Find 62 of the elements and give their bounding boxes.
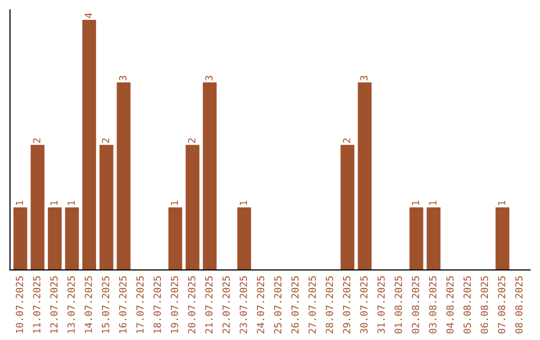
- x-tick-label: 22.07.2025: [222, 276, 230, 334]
- x-tick-label: 27.07.2025: [308, 276, 316, 334]
- data-label: 3: [205, 76, 213, 80]
- x-tick-label: 20.07.2025: [188, 276, 196, 334]
- x-tick-label: 19.07.2025: [170, 276, 178, 333]
- x-tick-label: 31.07.2025: [377, 276, 385, 334]
- data-label: 1: [429, 200, 436, 205]
- bar: [82, 20, 96, 270]
- x-tick-label: 25.07.2025: [274, 276, 282, 334]
- bar: [340, 144, 354, 270]
- x-tick-label: 02.08.2025: [412, 276, 420, 334]
- data-label: 2: [102, 138, 110, 143]
- bar: [237, 207, 252, 270]
- bar: [358, 82, 372, 270]
- x-tick-label: 07.08.2025: [498, 276, 506, 334]
- x-tick-label: 24.07.2025: [256, 276, 264, 334]
- data-label: 1: [50, 200, 58, 205]
- data-label: 1: [498, 200, 506, 205]
- data-label: 2: [188, 138, 196, 143]
- x-tick-label: 30.07.2025: [360, 276, 368, 334]
- bar: [116, 82, 131, 270]
- bar: [100, 144, 114, 270]
- x-tick-label: 03.08.2025: [429, 276, 436, 334]
- x-tick-label: 16.07.2025: [119, 276, 126, 333]
- data-label: 1: [170, 200, 178, 205]
- x-tick-label: 15.07.2025: [102, 276, 110, 333]
- data-label: 2: [33, 138, 40, 143]
- bar: [65, 207, 79, 270]
- x-tick-label: 04.08.2025: [446, 276, 454, 334]
- x-tick-label: 05.08.2025: [464, 276, 471, 334]
- x-tick-label: 18.07.2025: [154, 276, 161, 333]
- x-tick-label: 26.07.2025: [291, 276, 299, 334]
- bar: [30, 144, 44, 270]
- x-tick-label: 06.08.2025: [480, 276, 488, 334]
- x-tick-label: 17.07.2025: [136, 276, 144, 333]
- x-tick-label: 01.08.2025: [394, 276, 402, 334]
- data-label: 3: [360, 76, 368, 80]
- x-tick-label: 10.07.2025: [16, 276, 24, 333]
- bar: [496, 207, 510, 270]
- bar: [202, 82, 217, 270]
- bar: [426, 207, 440, 270]
- x-tick-label: 12.07.2025: [50, 276, 58, 333]
- x-tick-label: 11.07.2025: [33, 276, 40, 333]
- x-tick-label: 23.07.2025: [240, 276, 248, 334]
- x-tick-label: 13.07.2025: [67, 276, 75, 333]
- data-label: 1: [412, 200, 420, 205]
- x-tick-label: 08.08.2025: [515, 276, 523, 334]
- data-label: 1: [240, 200, 247, 205]
- bar: [409, 207, 424, 270]
- bar: [186, 144, 200, 270]
- data-label: 4: [84, 13, 92, 18]
- x-tick-label: 28.07.2025: [326, 276, 334, 334]
- x-tick-label: 21.07.2025: [205, 276, 213, 334]
- data-label: 3: [119, 76, 126, 80]
- x-tick-label: 29.07.2025: [342, 276, 350, 334]
- x-tick-label: 14.07.2025: [84, 276, 92, 333]
- data-label: 2: [342, 138, 350, 143]
- bar: [48, 207, 62, 270]
- data-label: 1: [16, 200, 24, 205]
- bar: [13, 207, 28, 270]
- bar: [168, 207, 182, 270]
- data-label: 1: [68, 200, 75, 205]
